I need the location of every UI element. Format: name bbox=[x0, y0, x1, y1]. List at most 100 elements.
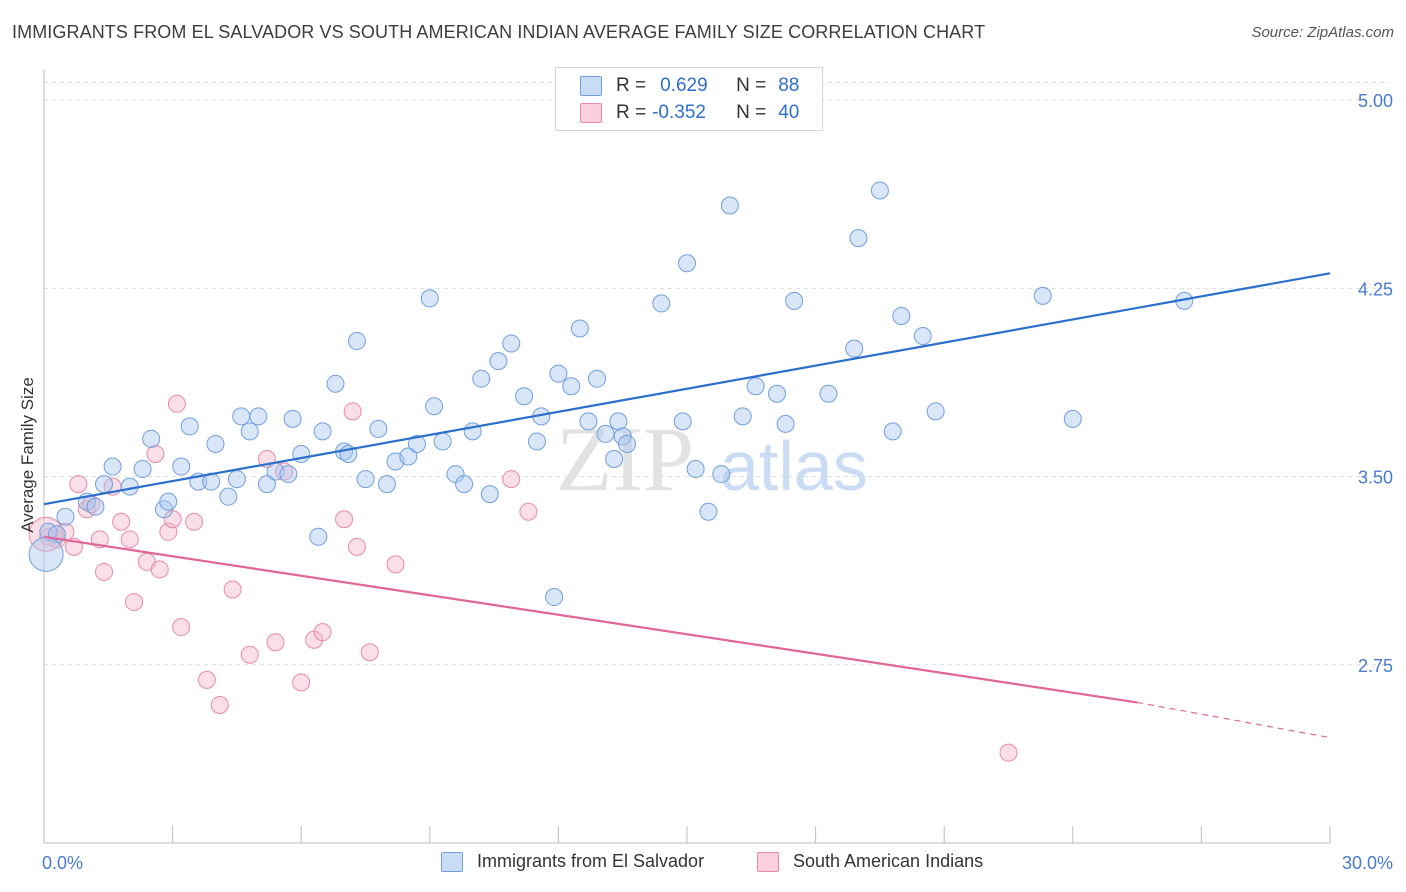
tick-labels: 5.00 4.25 3.50 2.75 bbox=[1358, 91, 1393, 676]
data-point bbox=[502, 334, 521, 353]
data-point bbox=[579, 412, 598, 431]
data-point bbox=[746, 377, 765, 396]
data-point bbox=[180, 417, 199, 436]
data-point bbox=[167, 394, 186, 413]
data-point bbox=[313, 422, 332, 441]
data-point bbox=[870, 181, 889, 200]
y-tick-label: 2.75 bbox=[1358, 656, 1393, 676]
data-point bbox=[673, 412, 692, 431]
data-point bbox=[335, 510, 354, 529]
series-legend-label: Immigrants from El Salvador bbox=[477, 851, 705, 871]
data-point bbox=[570, 319, 589, 338]
trend-line bbox=[43, 535, 1138, 704]
data-point bbox=[210, 695, 229, 714]
data-point bbox=[377, 475, 396, 494]
data-point bbox=[369, 419, 388, 438]
data-point bbox=[489, 352, 508, 371]
data-point bbox=[150, 560, 169, 579]
data-point bbox=[266, 633, 285, 652]
data-point bbox=[686, 460, 705, 479]
data-point bbox=[86, 497, 105, 516]
y-tick-label: 3.50 bbox=[1358, 468, 1393, 488]
watermark-atlas: atlas bbox=[720, 427, 868, 505]
y-tick-label: 5.00 bbox=[1358, 91, 1393, 111]
data-point bbox=[1033, 286, 1052, 305]
axes bbox=[43, 70, 1331, 844]
grid-lines bbox=[44, 82, 1390, 666]
data-point bbox=[652, 294, 671, 313]
data-point bbox=[28, 536, 64, 572]
data-point bbox=[768, 384, 787, 403]
data-point bbox=[197, 670, 216, 689]
y-axis-label: Average Family Size bbox=[18, 377, 37, 533]
data-point bbox=[913, 327, 932, 346]
data-point bbox=[502, 470, 521, 489]
data-point bbox=[399, 447, 418, 466]
data-point bbox=[219, 487, 238, 506]
series-legend-item-pink: South American Indians bbox=[757, 851, 983, 872]
data-point bbox=[56, 507, 75, 526]
trend-lines bbox=[43, 272, 1331, 739]
data-point bbox=[142, 429, 161, 448]
data-point bbox=[227, 470, 246, 489]
data-point bbox=[433, 432, 452, 451]
source-label: Source: ZipAtlas.com bbox=[1251, 24, 1394, 41]
legend-swatch-blue bbox=[580, 76, 602, 96]
data-point bbox=[849, 229, 868, 248]
series-legend-item-blue: Immigrants from El Salvador bbox=[441, 851, 704, 872]
data-point bbox=[159, 492, 178, 511]
data-point bbox=[420, 289, 439, 308]
data-point bbox=[720, 196, 739, 215]
series-immigrants-el-salvador bbox=[28, 181, 1194, 607]
data-point bbox=[407, 434, 426, 453]
data-point bbox=[845, 339, 864, 358]
data-point bbox=[712, 465, 731, 484]
data-point bbox=[69, 475, 88, 494]
watermark-zip: ZIP bbox=[556, 408, 694, 510]
data-point bbox=[326, 374, 345, 393]
data-point bbox=[133, 460, 152, 479]
data-point bbox=[776, 414, 795, 433]
data-point bbox=[480, 485, 499, 504]
data-point bbox=[999, 743, 1018, 762]
chart-title: IMMIGRANTS FROM EL SALVADOR VS SOUTH AME… bbox=[12, 22, 986, 42]
data-point bbox=[347, 332, 366, 351]
data-point bbox=[617, 434, 636, 453]
series-legend-swatch-pink bbox=[757, 851, 779, 872]
x-tick-max: 30.0% bbox=[1342, 853, 1393, 873]
y-tick-label: 4.25 bbox=[1358, 279, 1393, 299]
data-point bbox=[883, 422, 902, 441]
data-point bbox=[343, 402, 362, 421]
data-point bbox=[360, 643, 379, 662]
data-point bbox=[347, 537, 366, 556]
data-point bbox=[95, 562, 114, 581]
legend-n-label: N = bbox=[736, 102, 767, 123]
legend-row-blue: R = 0.629 N = 88 bbox=[580, 73, 799, 99]
legend-r-value: -0.352 bbox=[652, 102, 706, 123]
data-point bbox=[103, 457, 122, 476]
legend-swatch-pink bbox=[580, 103, 602, 123]
data-point bbox=[926, 402, 945, 421]
data-point bbox=[112, 512, 131, 531]
data-point bbox=[240, 422, 259, 441]
data-point bbox=[223, 580, 242, 599]
data-point bbox=[172, 618, 191, 637]
x-tick-min: 0.0% bbox=[42, 853, 83, 873]
trend-line bbox=[43, 272, 1331, 506]
correlation-legend: R = 0.629 N = 88 R = -0.352 N = 40 bbox=[555, 67, 823, 131]
legend-n-value: 40 bbox=[778, 102, 800, 123]
data-point bbox=[515, 387, 534, 406]
data-point bbox=[609, 412, 628, 431]
data-point bbox=[313, 623, 332, 642]
data-point bbox=[605, 450, 624, 469]
data-point bbox=[733, 407, 752, 426]
trend-line-extension bbox=[1136, 701, 1331, 739]
data-point bbox=[587, 369, 606, 388]
series-legend-swatch-blue bbox=[441, 851, 463, 872]
data-point bbox=[95, 475, 114, 494]
data-point bbox=[562, 377, 581, 396]
legend-r-label: R = bbox=[616, 102, 647, 123]
data-point bbox=[283, 409, 302, 428]
data-point bbox=[892, 306, 911, 325]
data-point bbox=[172, 457, 191, 476]
